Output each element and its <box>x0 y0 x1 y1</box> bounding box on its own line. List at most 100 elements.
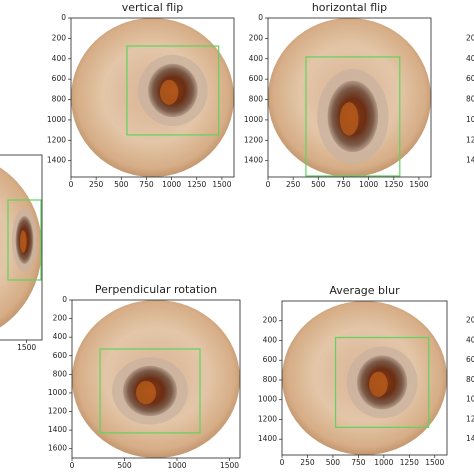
lesion-core <box>339 102 359 136</box>
y-tick-label: 600 <box>249 74 264 83</box>
y-tick-label: 1000 <box>48 388 67 397</box>
panel-title: vertical flip <box>122 1 183 14</box>
y-tick-label: 800 <box>53 369 68 378</box>
x-tick-label: 500 <box>114 180 129 189</box>
x-tick-label: 1250 <box>400 458 419 467</box>
y-tick-label: 200 <box>53 314 68 323</box>
axes-frame <box>267 17 432 178</box>
y-tick-label: 1400 <box>466 156 474 165</box>
y-tick-label: 1600 <box>48 444 67 453</box>
bounding-box <box>99 348 201 434</box>
y-tick-label: 1000 <box>47 115 66 124</box>
y-tick-label: 1400 <box>244 156 263 165</box>
y-tick-label: 800 <box>52 95 67 104</box>
x-tick-label: 1500 <box>212 180 231 189</box>
y-tick-label: 1400 <box>258 434 277 443</box>
x-tick-label: 1500 <box>409 180 428 189</box>
image <box>0 167 42 328</box>
y-tick-label: 600 <box>53 351 68 360</box>
x-tick-label: 1500 <box>17 343 36 352</box>
x-tick-label: 1500 <box>220 461 239 470</box>
x-tick-label: 0 <box>70 461 75 470</box>
x-tick-label: 1500 <box>425 458 444 467</box>
y-tick-label: 400 <box>466 335 474 344</box>
x-tick-label: 1000 <box>162 180 181 189</box>
y-tick-label: 1200 <box>258 414 277 423</box>
y-tick-label: 800 <box>466 375 474 384</box>
panel: Average blur 0 250 500 750 1000 1250 1500 200 400… <box>258 284 448 467</box>
x-tick-label: 750 <box>351 458 366 467</box>
y-tick-label: 1000 <box>244 115 263 124</box>
y-tick-label: 400 <box>53 332 68 341</box>
x-tick-label: 0 <box>69 180 74 189</box>
image <box>282 301 447 455</box>
x-tick-label: 250 <box>300 458 315 467</box>
lesion-core <box>159 79 179 105</box>
y-tick-label: 400 <box>249 54 264 63</box>
panel: 1500 <box>0 154 43 352</box>
x-tick-label: 750 <box>336 180 351 189</box>
axes-frame <box>281 300 448 456</box>
y-tick-label: 800 <box>263 375 278 384</box>
lesion-core <box>136 380 157 405</box>
bounding-box <box>334 336 430 428</box>
panel-title: Average blur <box>329 284 400 297</box>
panel-title: Perpendicular rotation <box>95 283 217 296</box>
y-tick-label: 1200 <box>466 414 474 423</box>
x-tick-label: 0 <box>280 458 285 467</box>
image <box>72 300 240 458</box>
y-tick-label: 1400 <box>48 425 67 434</box>
y-tick-label: 0 <box>258 13 263 22</box>
panel: vertical flip 0 250 500 750 1000 1250 1500 0 200 4… <box>47 1 235 189</box>
y-tick-label: 0 <box>61 13 66 22</box>
y-tick-label: 400 <box>466 54 474 63</box>
y-tick-label: 1400 <box>47 156 66 165</box>
x-tick-label: 1250 <box>187 180 206 189</box>
y-tick-label: 600 <box>466 355 474 364</box>
y-tick-label: 200 <box>52 33 67 42</box>
bounding-box <box>305 56 401 177</box>
x-tick-label: 500 <box>326 458 341 467</box>
x-tick-label: 500 <box>117 461 132 470</box>
y-tick-label: 1200 <box>244 135 263 144</box>
y-tick-label: 1200 <box>47 135 66 144</box>
bounding-box <box>126 45 220 136</box>
panel: Perpendicular rotation 0 500 1000 1500 0 200 40… <box>48 283 241 470</box>
y-tick-label: 1400 <box>466 434 474 443</box>
y-tick-label: 1000 <box>466 115 474 124</box>
x-tick-label: 1000 <box>359 180 378 189</box>
y-tick-label: 600 <box>52 74 67 83</box>
lesion-core <box>369 371 388 397</box>
bounding-box <box>7 199 42 281</box>
y-tick-label: 600 <box>263 355 278 364</box>
y-tick-label: 800 <box>466 95 474 104</box>
image <box>268 18 431 177</box>
x-tick-label: 250 <box>286 180 301 189</box>
y-tick-label: 1000 <box>258 395 277 404</box>
y-tick-label: 1200 <box>466 135 474 144</box>
y-tick-label: 400 <box>52 54 67 63</box>
axes-frame <box>71 299 241 459</box>
panel-title: horizontal flip <box>312 1 387 14</box>
x-tick-label: 500 <box>311 180 326 189</box>
y-tick-label: 400 <box>263 335 278 344</box>
y-tick-label: 800 <box>249 95 264 104</box>
x-tick-label: 250 <box>89 180 104 189</box>
y-tick-label: 200 <box>466 316 474 325</box>
image <box>71 18 234 177</box>
axes-frame <box>0 154 43 341</box>
y-tick-label: 600 <box>466 74 474 83</box>
x-tick-label: 1250 <box>384 180 403 189</box>
y-tick-label: 200 <box>263 316 278 325</box>
x-tick-label: 1000 <box>374 458 393 467</box>
panel: 200 400 600 800 1000 1200 1400 <box>466 316 474 443</box>
panel: 200 400 600 800 1000 1200 1400 <box>466 33 474 164</box>
y-tick-label: 1000 <box>466 395 474 404</box>
y-tick-label: 1200 <box>48 407 67 416</box>
lesion-core <box>19 230 27 253</box>
x-tick-label: 750 <box>139 180 154 189</box>
panel: horizontal flip 0 250 500 750 1000 1250 1500 0 20… <box>244 1 432 189</box>
x-tick-label: 1000 <box>167 461 186 470</box>
